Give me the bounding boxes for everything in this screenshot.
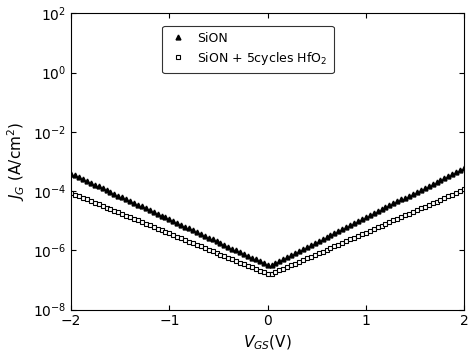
SiON <box>249 256 255 260</box>
SiON + 5cycles HfO$_2$ <box>96 202 101 207</box>
SiON <box>166 217 172 221</box>
Legend: SiON, SiON + 5cycles HfO$_2$: SiON, SiON + 5cycles HfO$_2$ <box>162 25 334 73</box>
SiON <box>265 263 271 267</box>
SiON <box>68 171 74 176</box>
SiON + 5cycles HfO$_2$ <box>367 229 373 233</box>
X-axis label: $V_{GS}$(V): $V_{GS}$(V) <box>243 334 292 352</box>
Line: SiON + 5cycles HfO$_2$: SiON + 5cycles HfO$_2$ <box>69 187 466 276</box>
SiON + 5cycles HfO$_2$ <box>166 231 172 236</box>
SiON <box>461 166 467 170</box>
Y-axis label: $J_G$ (A/cm$^2$): $J_G$ (A/cm$^2$) <box>6 122 27 201</box>
SiON <box>347 223 353 227</box>
SiON <box>308 243 314 247</box>
SiON <box>96 184 101 189</box>
SiON + 5cycles HfO$_2$ <box>347 237 353 242</box>
Line: SiON: SiON <box>69 165 466 267</box>
SiON + 5cycles HfO$_2$ <box>265 272 271 276</box>
SiON + 5cycles HfO$_2$ <box>461 187 467 192</box>
SiON + 5cycles HfO$_2$ <box>308 255 314 259</box>
SiON + 5cycles HfO$_2$ <box>68 191 74 195</box>
SiON <box>367 213 373 217</box>
SiON + 5cycles HfO$_2$ <box>249 265 255 270</box>
